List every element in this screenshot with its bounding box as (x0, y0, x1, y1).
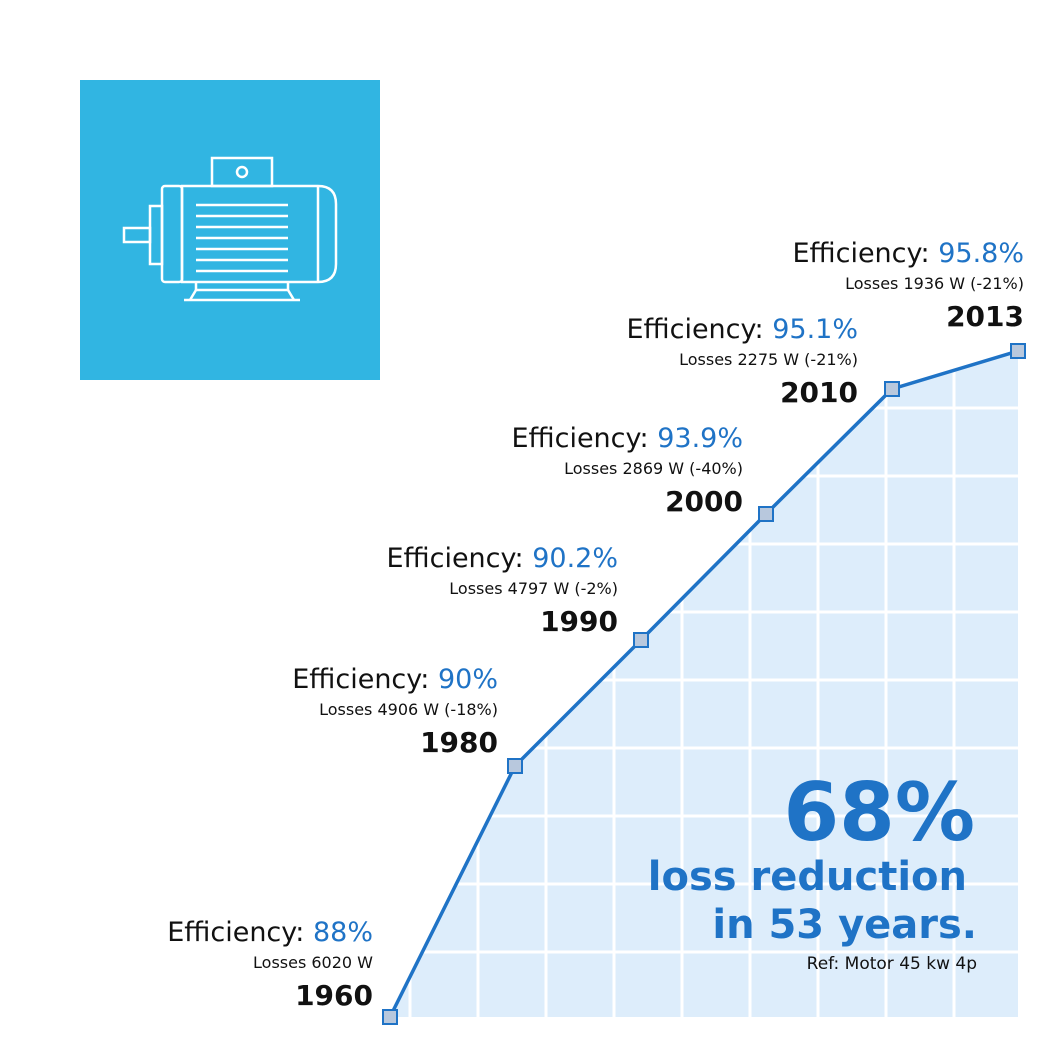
losses-label: Losses 4797 W (-2%) (449, 579, 618, 598)
icon-tile (80, 80, 380, 380)
efficiency-label: Efficiency: 95.1% (626, 314, 858, 345)
point-marker (382, 1009, 398, 1025)
efficiency-prefix: Efficiency: (292, 664, 438, 695)
efficiency-value: 95.8% (938, 238, 1024, 269)
headline-line: in 53 years. (712, 902, 977, 948)
efficiency-label: Efficiency: 90% (292, 664, 498, 695)
efficiency-prefix: Efficiency: (511, 423, 657, 454)
year-label: 2013 (946, 300, 1024, 333)
headline-line: loss reduction (648, 854, 967, 900)
losses-label: Losses 2275 W (-21%) (679, 350, 858, 369)
efficiency-label: Efficiency: 88% (167, 917, 373, 948)
losses-label: Losses 6020 W (253, 953, 373, 972)
efficiency-value: 90% (438, 664, 498, 695)
trend-line (388, 349, 1019, 1018)
point-marker (1010, 343, 1026, 359)
year-label: 1980 (420, 726, 498, 759)
point-marker (758, 506, 774, 522)
point-marker (884, 381, 900, 397)
headline-figure: 68% (784, 766, 975, 859)
year-label: 2000 (665, 485, 743, 518)
efficiency-prefix: Efficiency: (386, 543, 532, 574)
efficiency-value: 88% (313, 917, 373, 948)
efficiency-label: Efficiency: 93.9% (511, 423, 743, 454)
motor-icon (122, 156, 338, 302)
losses-label: Losses 4906 W (-18%) (319, 700, 498, 719)
efficiency-prefix: Efficiency: (792, 238, 938, 269)
reference-note: Ref: Motor 45 kw 4p (807, 954, 977, 974)
year-label: 1960 (295, 979, 373, 1012)
efficiency-label: Efficiency: 90.2% (386, 543, 618, 574)
losses-label: Losses 1936 W (-21%) (845, 274, 1024, 293)
year-label: 2010 (780, 376, 858, 409)
point-marker (507, 758, 523, 774)
losses-label: Losses 2869 W (-40%) (564, 459, 743, 478)
efficiency-value: 95.1% (772, 314, 858, 345)
efficiency-prefix: Efficiency: (626, 314, 772, 345)
efficiency-value: 90.2% (532, 543, 618, 574)
point-marker (633, 632, 649, 648)
efficiency-prefix: Efficiency: (167, 917, 313, 948)
efficiency-value: 93.9% (657, 423, 743, 454)
efficiency-label: Efficiency: 95.8% (792, 238, 1024, 269)
year-label: 1990 (540, 605, 618, 638)
